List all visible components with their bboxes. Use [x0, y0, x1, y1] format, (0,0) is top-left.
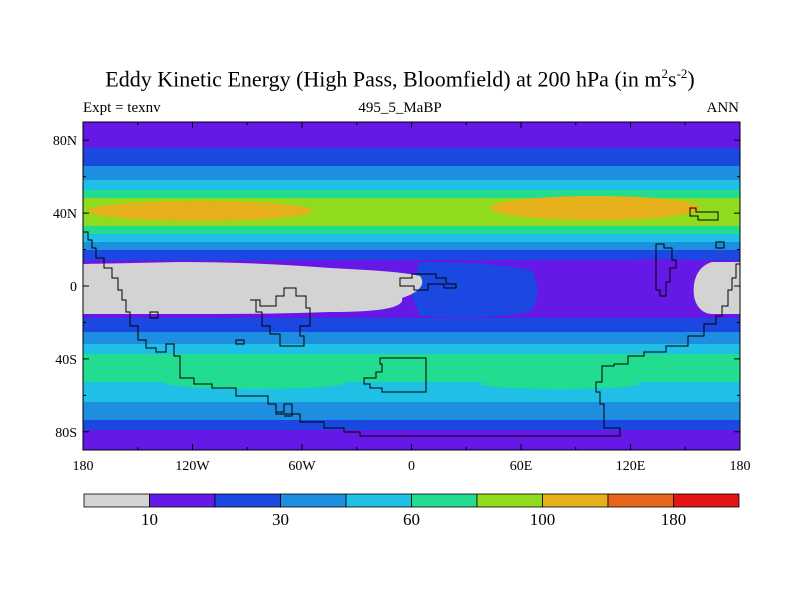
- x-tick-label: 60W: [288, 459, 316, 474]
- x-tick-label: 120E: [616, 459, 646, 474]
- colorbar-swatch: [607, 493, 674, 508]
- band-north-sub-2: [83, 234, 740, 244]
- colorbar-label: 60: [403, 510, 420, 529]
- coastline-east-fragment: [715, 241, 725, 249]
- coastlines: [83, 207, 740, 437]
- experiment-label: Expt = texnv: [83, 100, 161, 116]
- band-south-sub-3: [83, 344, 740, 356]
- plot-title: Eddy Kinetic Energy (High Pass, Bloomfie…: [105, 66, 695, 92]
- colorbar-swatch: [673, 493, 740, 508]
- season-label: ANN: [706, 100, 740, 116]
- band-polar-south: [83, 430, 740, 450]
- coastline-northeast-island: [689, 207, 719, 221]
- coastline-east-island: [655, 243, 677, 297]
- band-south-sub-1: [83, 318, 740, 334]
- y-tick-label: 40S: [55, 353, 77, 368]
- colorbar-label: 100: [530, 510, 556, 529]
- y-tick-label: 0: [70, 280, 77, 295]
- coastline-central-north: [399, 273, 457, 291]
- colorbar-label: 10: [141, 510, 158, 529]
- x-tick-label: 120W: [175, 459, 210, 474]
- coastline-southern-landmass: [363, 357, 427, 393]
- jet-max-west: [88, 201, 312, 221]
- low-eke-east: [693, 262, 740, 314]
- y-tick-label: 80S: [55, 426, 77, 441]
- coastline-island-2: [149, 311, 159, 319]
- band-south-high-3: [83, 420, 740, 432]
- band-north-mid-1: [83, 190, 740, 200]
- jet-south-wisp-2: [480, 379, 640, 389]
- tick-marks: [82, 122, 741, 450]
- band-north-high-3: [83, 180, 740, 192]
- y-tick-label: 80N: [53, 134, 77, 149]
- band-north-sub-1: [83, 226, 740, 236]
- coastline-island-1: [235, 339, 245, 345]
- colorbar-swatch: [214, 493, 281, 508]
- band-north-sub-3: [83, 242, 740, 252]
- band-north-high-2: [83, 166, 740, 182]
- x-tick-label: 60E: [510, 459, 533, 474]
- band-south-sub-2: [83, 332, 740, 346]
- x-tick-label: 180: [730, 459, 751, 474]
- colorbar-swatch: [83, 493, 150, 508]
- case-label: 495_5_MaBP: [358, 100, 442, 116]
- colorbar-swatch: [280, 493, 347, 508]
- y-tick-label: 40N: [53, 207, 77, 222]
- colorbar-swatch: [476, 493, 543, 508]
- contour-field: [83, 122, 740, 450]
- colorbar-swatch: [542, 493, 609, 508]
- colorbar-label: 180: [661, 510, 687, 529]
- band-south-high-2: [83, 402, 740, 422]
- colorbar-label: 30: [272, 510, 289, 529]
- jet-south-wisp-1: [165, 377, 345, 389]
- tropical-blue-east: [610, 259, 712, 317]
- band-north-high-1: [83, 148, 740, 168]
- tropical-blue-core: [410, 262, 538, 318]
- x-tick-label: 0: [408, 459, 415, 474]
- band-north-sub-4: [83, 250, 740, 262]
- coastline-south-inner: [275, 403, 293, 417]
- colorbar-swatch: [411, 493, 478, 508]
- x-tick-label: 180: [73, 459, 94, 474]
- tick-labels: 180 120W 60W 0 60E 120E 180 80N 40N 0 40S 80S: [53, 134, 751, 474]
- coastline-central-peninsula: [250, 287, 311, 347]
- colorbar-swatch: [345, 493, 412, 508]
- colorbar-swatch: [149, 493, 216, 508]
- coastline-west-continent: [83, 231, 740, 437]
- colorbar: 10 30 60 100 180: [83, 493, 740, 529]
- jet-max-east: [490, 196, 700, 220]
- low-eke-west: [83, 262, 423, 314]
